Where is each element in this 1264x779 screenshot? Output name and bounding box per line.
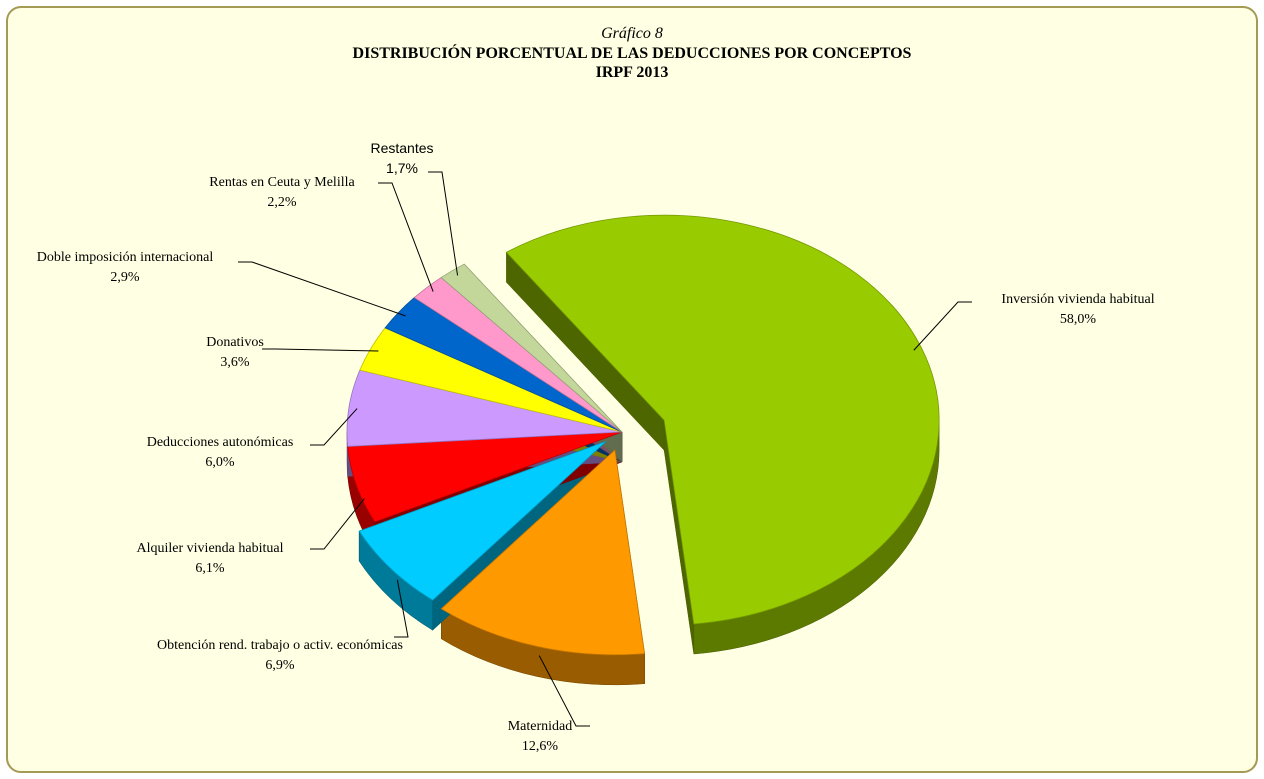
value-label: 12,6% <box>521 739 559 754</box>
data-label: Deducciones autonómicas 6,0% <box>147 433 294 473</box>
data-label: Donativos 3,6% <box>206 333 264 373</box>
chart-subtitle: IRPF 2013 <box>596 64 669 81</box>
slice <box>358 440 607 601</box>
slice <box>440 263 623 433</box>
leader-line <box>913 301 972 351</box>
value-label: 2,2% <box>267 195 297 210</box>
data-label: Obtención rend. trabajo o activ. económi… <box>157 636 403 676</box>
data-label: Inversión vivienda habitual 58,0% <box>1001 290 1154 330</box>
category-label: Alquiler vivienda habitual <box>136 541 284 556</box>
value-label: 6,1% <box>195 561 225 576</box>
value-label: 6,9% <box>265 658 295 673</box>
data-label: Rentas en Ceuta y Melilla 2,2% <box>209 173 354 213</box>
chart-caption: Gráfico 8 <box>601 25 663 42</box>
data-label: Maternidad 12,6% <box>508 717 573 757</box>
value-label: 6,0% <box>205 455 235 470</box>
leader-line <box>310 498 365 550</box>
category-label: Maternidad <box>507 719 573 734</box>
data-label: Doble imposición internacional 2,9% <box>37 248 214 288</box>
chart-title: DISTRIBUCIÓN PORCENTUAL DE LAS DEDUCCION… <box>353 43 912 62</box>
category-label: Restantes <box>370 140 434 156</box>
value-label: 58,0% <box>1059 312 1097 327</box>
leader-line <box>262 348 379 352</box>
leader-line <box>378 182 434 292</box>
slice <box>440 449 646 656</box>
data-label: Restantes 1,7% <box>370 138 433 178</box>
category-label: Doble imposición internacional <box>36 250 214 265</box>
category-label: Deducciones autonómicas <box>146 435 294 450</box>
data-label: Alquiler vivienda habitual 6,1% <box>137 539 284 579</box>
category-label: Obtención rend. trabajo o activ. económi… <box>157 638 403 653</box>
category-label: Donativos <box>206 335 264 350</box>
slice <box>505 214 940 625</box>
leader-line <box>428 171 459 276</box>
value-label: 3,6% <box>220 355 250 370</box>
value-label: 1,7% <box>386 160 418 176</box>
category-label: Inversión vivienda habitual <box>1001 292 1155 307</box>
leader-line <box>238 261 406 317</box>
value-label: 2,9% <box>110 270 140 285</box>
leader-line <box>538 655 590 727</box>
category-label: Rentas en Ceuta y Melilla <box>209 175 355 190</box>
leader-line <box>310 408 358 446</box>
leader-line <box>394 579 409 638</box>
